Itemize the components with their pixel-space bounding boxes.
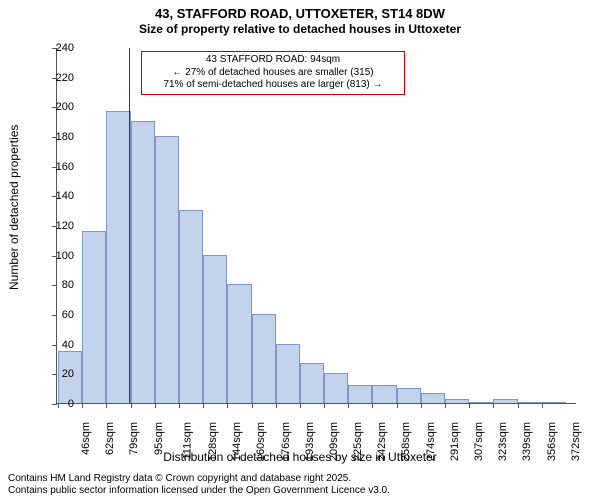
- histogram-bar: [106, 111, 130, 403]
- chart-subtitle: Size of property relative to detached ho…: [0, 22, 600, 40]
- marker-line: [129, 48, 130, 403]
- histogram-bar: [372, 385, 396, 403]
- y-tick-label: 0: [68, 398, 74, 410]
- footer-line-1: Contains HM Land Registry data © Crown c…: [8, 473, 592, 485]
- annotation-line: 43 STAFFORD ROAD: 94sqm: [146, 54, 400, 67]
- x-tick: [445, 403, 446, 408]
- property-size-chart: 43, STAFFORD ROAD, UTTOXETER, ST14 8DW S…: [0, 0, 600, 500]
- histogram-bar: [179, 210, 203, 403]
- x-tick: [518, 403, 519, 408]
- x-tick: [252, 403, 253, 408]
- y-tick-label: 160: [56, 161, 74, 173]
- y-tick-label: 40: [62, 339, 74, 351]
- x-tick: [397, 403, 398, 408]
- x-tick: [300, 403, 301, 408]
- x-tick: [106, 403, 107, 408]
- y-tick-label: 60: [62, 309, 74, 321]
- y-tick: [52, 404, 57, 405]
- y-tick-label: 220: [56, 72, 74, 84]
- x-tick: [493, 403, 494, 408]
- y-tick: [52, 315, 57, 316]
- x-tick: [179, 403, 180, 408]
- x-axis-label: Distribution of detached houses by size …: [0, 450, 600, 464]
- histogram-bar: [397, 388, 421, 403]
- chart-footer: Contains HM Land Registry data © Crown c…: [8, 473, 592, 496]
- x-tick: [82, 403, 83, 408]
- histogram-bar: [155, 136, 179, 403]
- histogram-bar: [82, 231, 106, 403]
- x-tick: [58, 403, 59, 408]
- histogram-bar: [469, 402, 493, 403]
- y-tick-label: 120: [56, 220, 74, 232]
- histogram-bar: [493, 399, 517, 403]
- histogram-bar: [131, 121, 155, 403]
- x-tick: [276, 403, 277, 408]
- y-tick-label: 180: [56, 131, 74, 143]
- x-tick: [227, 403, 228, 408]
- y-tick-label: 240: [56, 42, 74, 54]
- histogram-bar: [445, 399, 469, 403]
- histogram-bar: [252, 314, 276, 403]
- annotation-line: ← 27% of detached houses are smaller (31…: [146, 67, 400, 80]
- annotation-line: 71% of semi-detached houses are larger (…: [146, 79, 400, 92]
- x-tick: [131, 403, 132, 408]
- x-tick: [155, 403, 156, 408]
- x-tick: [348, 403, 349, 408]
- histogram-bar: [276, 344, 300, 403]
- y-tick-label: 100: [56, 250, 74, 262]
- histogram-bar: [542, 402, 566, 403]
- y-tick-label: 140: [56, 190, 74, 202]
- histogram-bar: [227, 284, 251, 403]
- plot-area: 43 STAFFORD ROAD: 94sqm← 27% of detached…: [56, 48, 576, 404]
- y-tick-label: 200: [56, 101, 74, 113]
- histogram-bar: [324, 373, 348, 403]
- x-tick: [421, 403, 422, 408]
- footer-line-2: Contains public sector information licen…: [8, 485, 592, 497]
- annotation-box: 43 STAFFORD ROAD: 94sqm← 27% of detached…: [141, 51, 405, 95]
- y-tick-label: 20: [62, 368, 74, 380]
- chart-title: 43, STAFFORD ROAD, UTTOXETER, ST14 8DW: [0, 0, 600, 22]
- histogram-bar: [348, 385, 372, 403]
- histogram-bar: [203, 255, 227, 403]
- histogram-bar: [518, 402, 542, 403]
- y-tick-label: 80: [62, 279, 74, 291]
- y-tick: [52, 374, 57, 375]
- y-tick: [52, 345, 57, 346]
- y-axis-label: Number of detached properties: [7, 125, 21, 290]
- x-tick: [324, 403, 325, 408]
- x-tick: [542, 403, 543, 408]
- x-tick: [372, 403, 373, 408]
- plot-area-container: 43 STAFFORD ROAD: 94sqm← 27% of detached…: [56, 48, 576, 404]
- y-tick: [52, 285, 57, 286]
- x-tick: [469, 403, 470, 408]
- histogram-bar: [300, 363, 324, 403]
- x-tick: [203, 403, 204, 408]
- histogram-bar: [421, 393, 445, 403]
